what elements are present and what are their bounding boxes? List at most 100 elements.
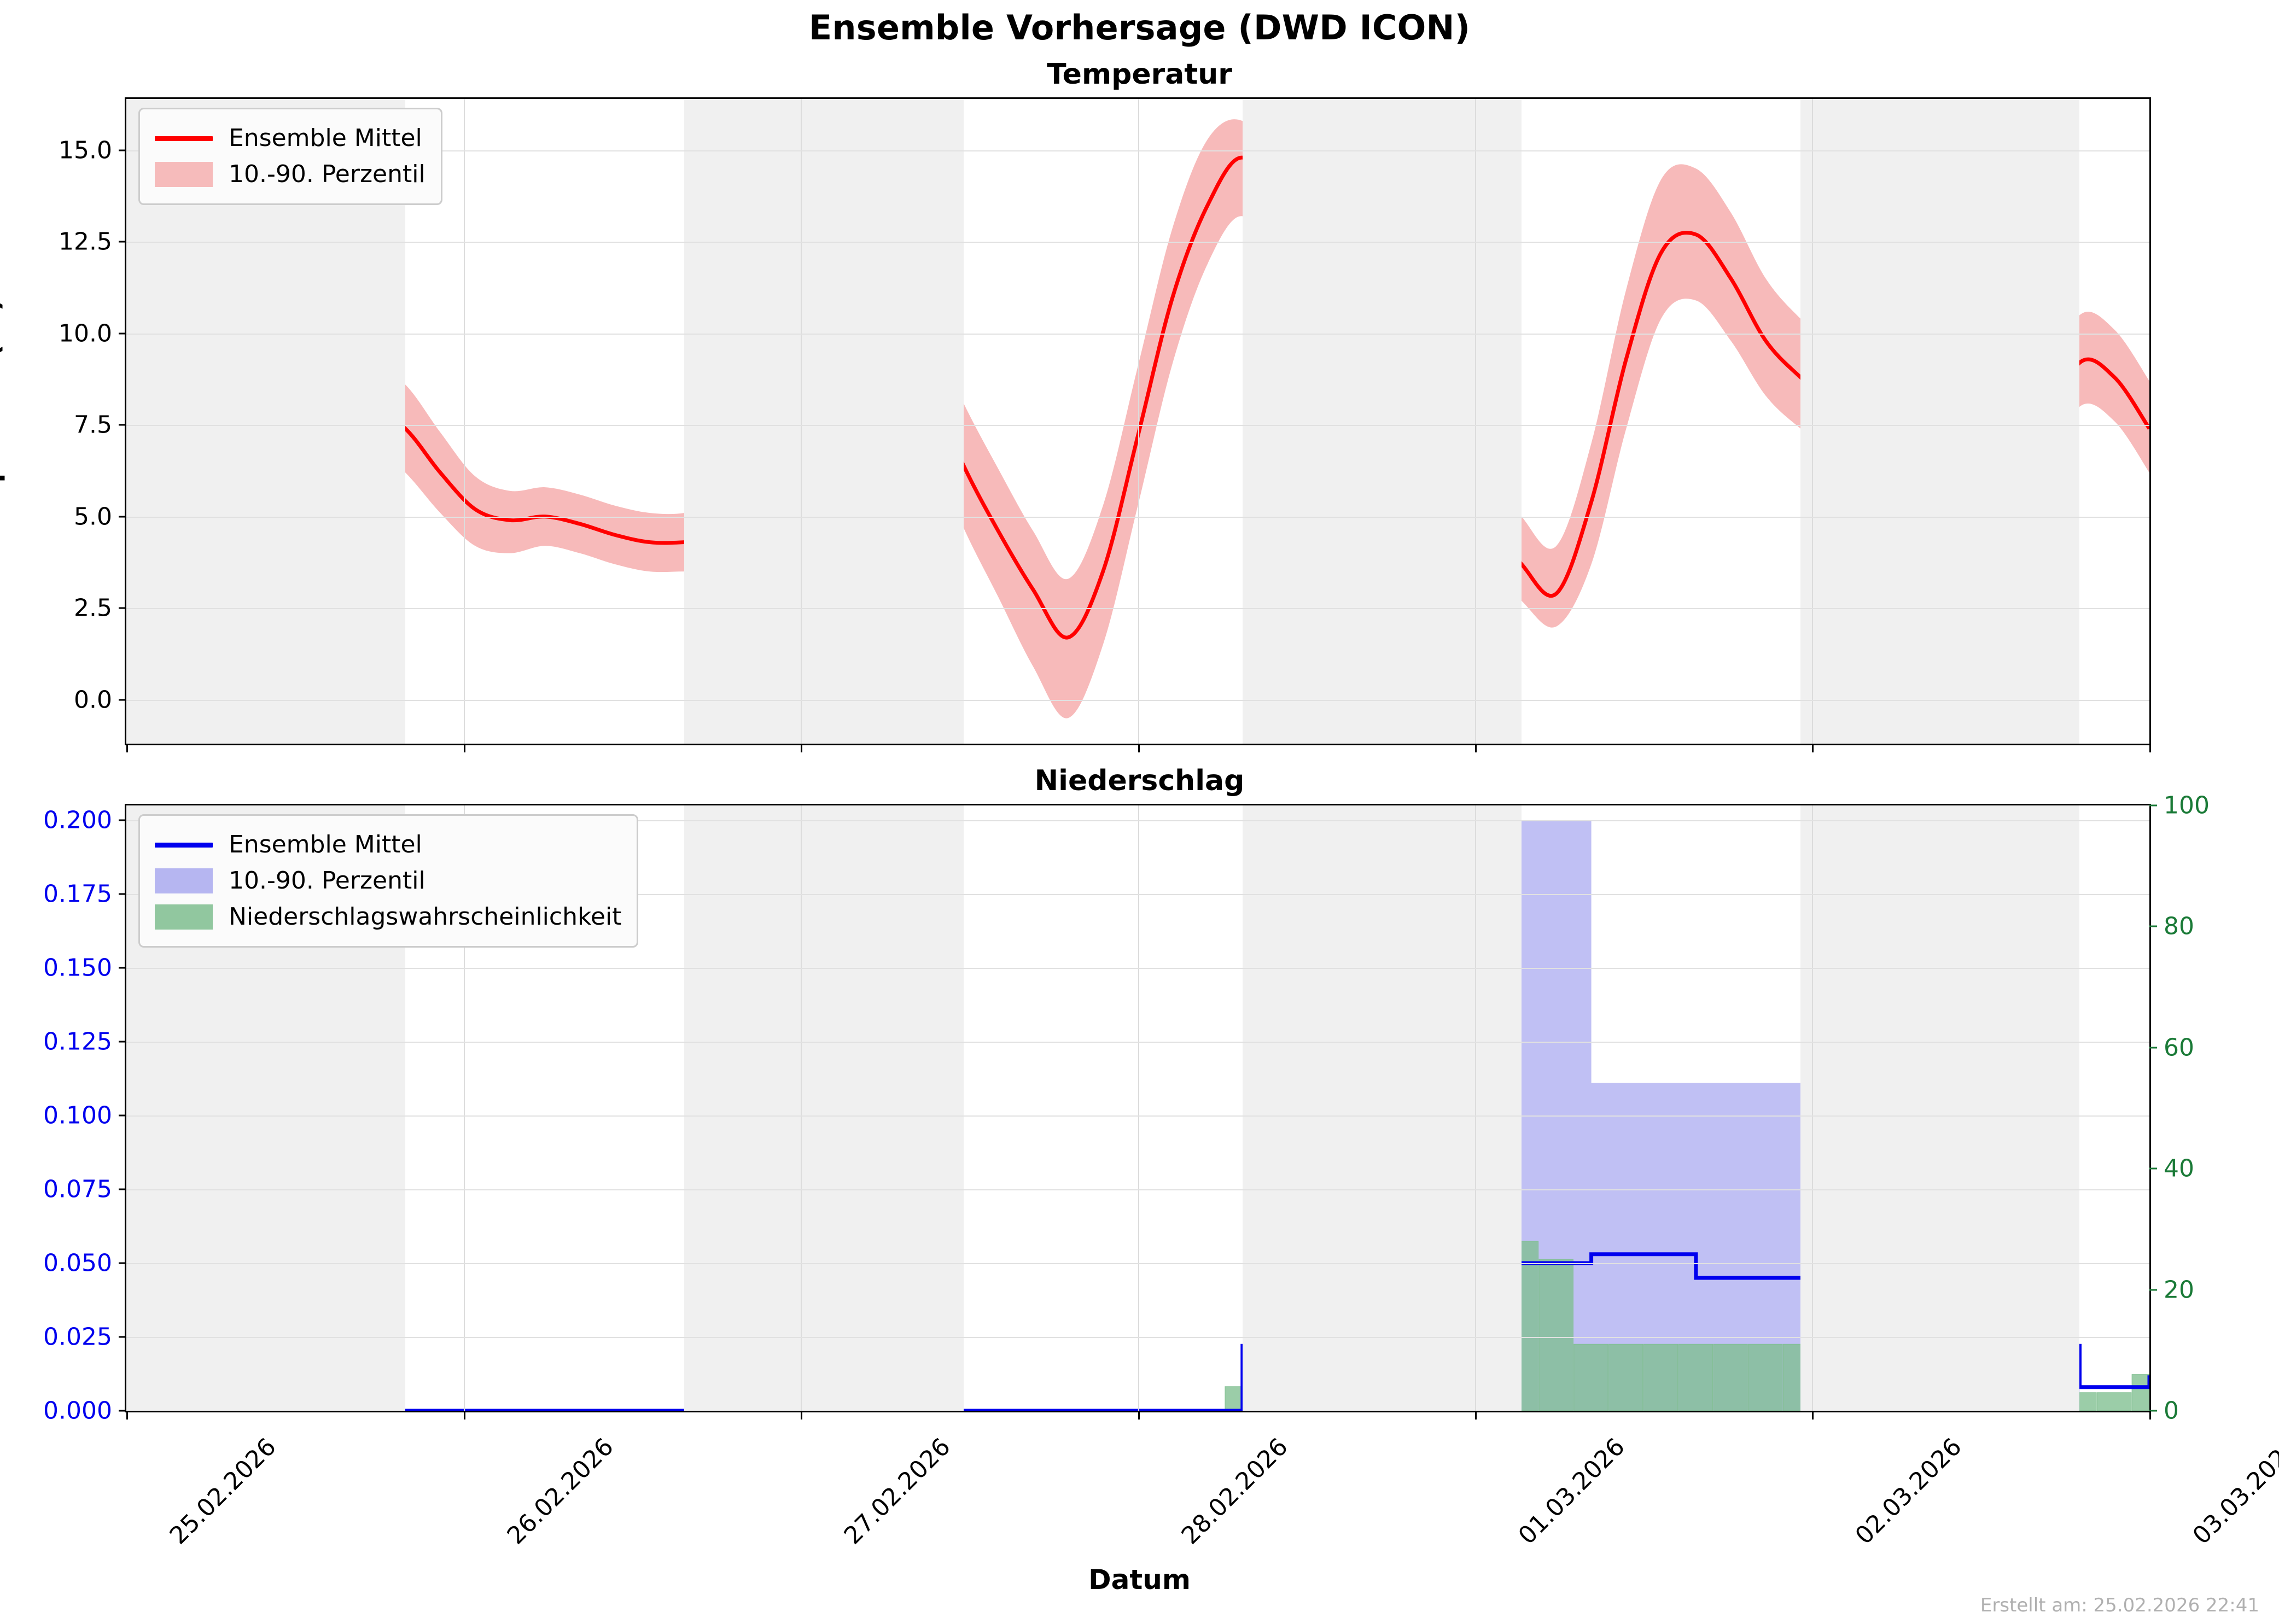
precipitation-legend-row: 10.-90. Perzentil xyxy=(153,863,621,899)
precipitation-legend-label: Ensemble Mittel xyxy=(229,831,422,858)
legend-patch-icon xyxy=(155,162,213,187)
temperature-day-band xyxy=(684,99,964,744)
legend-patch-icon xyxy=(155,904,213,930)
temperature-vertical-gridline xyxy=(1812,99,1814,744)
temperature-horizontal-gridline xyxy=(126,699,2149,701)
temperature-legend: Ensemble Mittel 10.-90. Perzentil xyxy=(138,108,442,205)
precipitation-horizontal-gridline xyxy=(126,1263,2149,1264)
precipitation-ytick-label: 0.075 xyxy=(43,1175,112,1204)
precipitation-horizontal-gridline xyxy=(126,1189,2149,1190)
precipitation-percentile-band xyxy=(126,820,2149,1411)
temperature-legend-swatch xyxy=(153,162,214,187)
x-tick-label: 03.03.2026 xyxy=(2187,1433,2279,1550)
temperature-horizontal-gridline xyxy=(126,608,2149,610)
legend-line-icon xyxy=(155,136,213,141)
x-tick-mark xyxy=(463,1411,465,1419)
precipitation-legend-label: 10.-90. Perzentil xyxy=(229,867,426,895)
precipitation-legend-label: Niederschlagswahrscheinlichkeit xyxy=(229,903,622,931)
precipitation-ytick-label: 0.025 xyxy=(43,1323,112,1351)
probability-ytick-label: 80 xyxy=(2164,912,2194,940)
legend-line-icon xyxy=(155,842,213,848)
precipitation-horizontal-gridline xyxy=(126,968,2149,969)
temperature-day-band xyxy=(1800,99,2080,744)
precipitation-ytick-label: 0.050 xyxy=(43,1249,112,1277)
x-tick-mark xyxy=(126,1411,128,1419)
temperature-ytick-label: 15.0 xyxy=(59,136,112,165)
precipitation-panel-title: Niederschlag xyxy=(1034,764,1245,797)
temperature-ytick-label: 10.0 xyxy=(59,319,112,348)
x-tick-label: 26.02.2026 xyxy=(502,1433,619,1550)
precipitation-ytick-mark xyxy=(119,1188,126,1190)
precipitation-ytick-mark xyxy=(119,1041,126,1043)
precipitation-legend-swatch xyxy=(153,868,214,893)
temperature-day-band xyxy=(126,99,406,744)
temperature-ytick-mark xyxy=(119,516,126,518)
precipitation-plot-area xyxy=(126,805,2149,1411)
x-tick-mark xyxy=(1812,1411,1814,1419)
precipitation-ytick-mark xyxy=(119,819,126,821)
precipitation-ytick-label: 0.175 xyxy=(43,880,112,908)
temperature-ytick-mark xyxy=(119,241,126,243)
temperature-horizontal-gridline xyxy=(126,242,2149,243)
temperature-mean-line xyxy=(126,157,2149,638)
probability-ytick-label: 0 xyxy=(2164,1397,2179,1425)
precipitation-horizontal-gridline xyxy=(126,1042,2149,1043)
temperature-vertical-gridline xyxy=(800,99,802,744)
probability-bar xyxy=(2097,1393,2131,1411)
temperature-vertical-gridline xyxy=(463,99,465,744)
temperature-ytick-label: 5.0 xyxy=(74,503,112,531)
x-tick-label: 27.02.2026 xyxy=(838,1433,956,1550)
precipitation-ytick-label: 0.100 xyxy=(43,1101,112,1130)
probability-ytick-label: 40 xyxy=(2164,1154,2194,1183)
temperature-horizontal-gridline xyxy=(126,333,2149,335)
precipitation-vertical-gridline xyxy=(1812,805,1814,1411)
precipitation-ytick-mark xyxy=(119,1262,126,1264)
temperature-ytick-mark xyxy=(119,424,126,426)
probability-bar xyxy=(1574,1344,1608,1411)
probability-ytick-mark xyxy=(2149,1289,2157,1291)
temperature-x-tick-mark xyxy=(1475,744,1477,752)
precipitation-horizontal-gridline xyxy=(126,820,2149,821)
figure-suptitle: Ensemble Vorhersage (DWD ICON) xyxy=(808,8,1471,48)
temperature-horizontal-gridline xyxy=(126,516,2149,518)
probability-ytick-mark xyxy=(2149,925,2157,927)
temperature-legend-label: 10.-90. Perzentil xyxy=(229,160,426,188)
x-axis-label: Datum xyxy=(1088,1564,1191,1596)
temperature-legend-row: 10.-90. Perzentil xyxy=(153,156,426,192)
temperature-ytick-label: 7.5 xyxy=(74,411,112,439)
probability-bar xyxy=(1713,1344,1748,1411)
precipitation-legend: Ensemble Mittel 10.-90. Perzentil Niedersc… xyxy=(138,814,639,948)
precipitation-ytick-label: 0.150 xyxy=(43,954,112,982)
precipitation-day-band xyxy=(1800,805,2080,1411)
precipitation-horizontal-gridline xyxy=(126,1337,2149,1338)
temperature-x-tick-mark xyxy=(463,744,465,752)
temperature-horizontal-gridline xyxy=(126,425,2149,427)
temperature-ytick-mark xyxy=(119,149,126,151)
precipitation-legend-swatch xyxy=(153,904,214,930)
figure-footer: Erstellt am: 25.02.2026 22:41 xyxy=(1980,1594,2259,1616)
precipitation-ytick-mark xyxy=(119,893,126,895)
temperature-x-tick-mark xyxy=(126,744,128,752)
precipitation-day-band xyxy=(1242,805,1522,1411)
temperature-day-band xyxy=(1242,99,1522,744)
temperature-legend-swatch xyxy=(153,136,214,141)
temperature-ylabel: Temperatur (°C) xyxy=(0,298,5,545)
precipitation-vertical-gridline xyxy=(800,805,802,1411)
temperature-legend-row: Ensemble Mittel xyxy=(153,120,426,156)
probability-bar xyxy=(2132,1375,2149,1411)
temperature-x-tick-mark xyxy=(1812,744,1814,752)
legend-patch-icon xyxy=(155,868,213,893)
precipitation-day-band xyxy=(684,805,964,1411)
temperature-vertical-gridline xyxy=(1475,99,1477,744)
precipitation-legend-row: Ensemble Mittel xyxy=(153,827,621,863)
probability-ytick-mark xyxy=(2149,1167,2157,1170)
x-tick-label: 25.02.2026 xyxy=(164,1433,282,1550)
probability-bar xyxy=(1608,1344,1643,1411)
precipitation-ytick-label: 0.000 xyxy=(43,1397,112,1425)
precipitation-horizontal-gridline xyxy=(126,894,2149,895)
precipitation-vertical-gridline xyxy=(463,805,465,1411)
probability-ytick-label: 20 xyxy=(2164,1276,2194,1304)
x-tick-mark xyxy=(2149,1411,2151,1419)
precipitation-axes: 0.000 0.025 0.050 0.075 0.100 0.125 0.150 0.175… xyxy=(43,792,2279,1550)
